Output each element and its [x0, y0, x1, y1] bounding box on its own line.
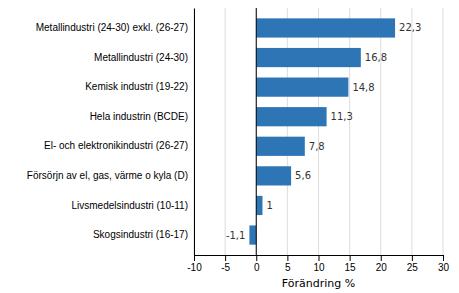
y-tick-label: El- och elektronikindustri (26-27) [44, 140, 188, 151]
y-tick: Livsmedelsindustri (10-11) [71, 200, 194, 211]
y-tick: Kemisk industri (19-22) [85, 81, 194, 92]
bars [249, 18, 395, 244]
grid-line [256, 8, 257, 255]
x-tick-label: -10 [187, 262, 202, 273]
grid-line [194, 8, 195, 255]
bar [256, 18, 395, 37]
x-tick: 20 [376, 255, 388, 273]
y-tick: Försörjn av el, gas, värme o kyla (D) [27, 170, 194, 181]
grid-line [318, 8, 319, 255]
grid [194, 8, 443, 255]
x-tick: -10 [187, 255, 202, 273]
y-axis-line [194, 9, 195, 256]
x-tick-label: 20 [376, 262, 388, 273]
x-tick-label: 25 [407, 262, 419, 273]
data-label: 16,8 [365, 52, 387, 63]
chart: 22,3 16,8 14,8 11,3 7,8 5,6 1 -1,1 -10 -5 0 5 10 15 20… [0, 0, 459, 293]
grid-line [349, 8, 350, 255]
x-tick-label: 0 [254, 262, 260, 273]
x-tick: 10 [313, 255, 325, 273]
y-tick: Metallindustri (24-30) [94, 52, 194, 63]
x-tick-mark [287, 255, 288, 261]
x-axis: -10 -5 0 5 10 15 20 25 30 [187, 255, 449, 273]
x-tick: 15 [345, 255, 357, 273]
bar [256, 48, 361, 67]
data-labels: 22,3 16,8 14,8 11,3 7,8 5,6 1 -1,1 [226, 22, 421, 240]
data-label: 1 [266, 200, 272, 211]
grid-line [411, 8, 412, 255]
grid-line [443, 8, 444, 255]
x-tick: 30 [438, 255, 450, 273]
data-label: 11,3 [331, 111, 353, 122]
y-tick-label: Hela industrin (BCDE) [90, 111, 188, 122]
y-tick: Metallindustri (24-30) exkl. (26-27) [36, 22, 194, 33]
x-tick-mark [319, 255, 320, 261]
x-tick-mark [256, 255, 257, 261]
x-tick-mark [381, 255, 382, 261]
data-label: 5,6 [295, 170, 311, 181]
x-tick-mark [443, 255, 444, 261]
x-tick-label: 10 [313, 262, 325, 273]
y-tick: Hela industrin (BCDE) [90, 111, 194, 122]
grid-line [287, 8, 288, 255]
x-tick-mark [412, 255, 413, 261]
y-tick: El- och elektronikindustri (26-27) [44, 140, 194, 151]
grid-line [225, 8, 226, 255]
y-tick-label: Försörjn av el, gas, värme o kyla (D) [27, 170, 188, 181]
grid-line [380, 8, 381, 255]
bar [249, 225, 256, 244]
y-tick-label: Metallindustri (24-30) [94, 52, 188, 63]
bar [256, 107, 326, 126]
x-tick-mark [225, 255, 226, 261]
x-tick-mark [194, 255, 195, 261]
y-tick-label: Kemisk industri (19-22) [85, 81, 188, 92]
x-tick-mark [350, 255, 351, 261]
x-axis-line [195, 256, 444, 262]
bar [256, 166, 291, 185]
x-tick-label: 5 [285, 262, 291, 273]
y-tick: Skogsindustri (16-17) [93, 229, 194, 240]
data-label: 22,3 [399, 22, 421, 33]
y-tick-label: Metallindustri (24-30) exkl. (26-27) [36, 22, 188, 33]
zero-line [256, 8, 257, 255]
x-tick: -5 [221, 255, 230, 273]
plot: 22,3 16,8 14,8 11,3 7,8 5,6 1 -1,1 -10 -5 0 5 10 15 20… [27, 8, 450, 273]
bar [256, 78, 348, 97]
data-label: 14,8 [352, 82, 374, 93]
x-tick: 5 [285, 255, 291, 273]
y-tick-label: Livsmedelsindustri (10-11) [71, 200, 188, 211]
bar [256, 196, 262, 215]
x-tick: 25 [407, 255, 419, 273]
x-axis-title: Förändring % [282, 277, 355, 290]
x-tick-label: -5 [221, 262, 230, 273]
x-tick-label: 30 [438, 262, 450, 273]
data-label: -1,1 [226, 230, 246, 241]
x-tick: 0 [254, 255, 260, 273]
y-tick-label: Skogsindustri (16-17) [93, 229, 188, 240]
bar [256, 137, 305, 156]
data-label: 7,8 [309, 141, 325, 152]
y-axis: Metallindustri (24-30) exkl. (26-27) Meta… [27, 9, 195, 256]
x-tick-label: 15 [345, 262, 357, 273]
